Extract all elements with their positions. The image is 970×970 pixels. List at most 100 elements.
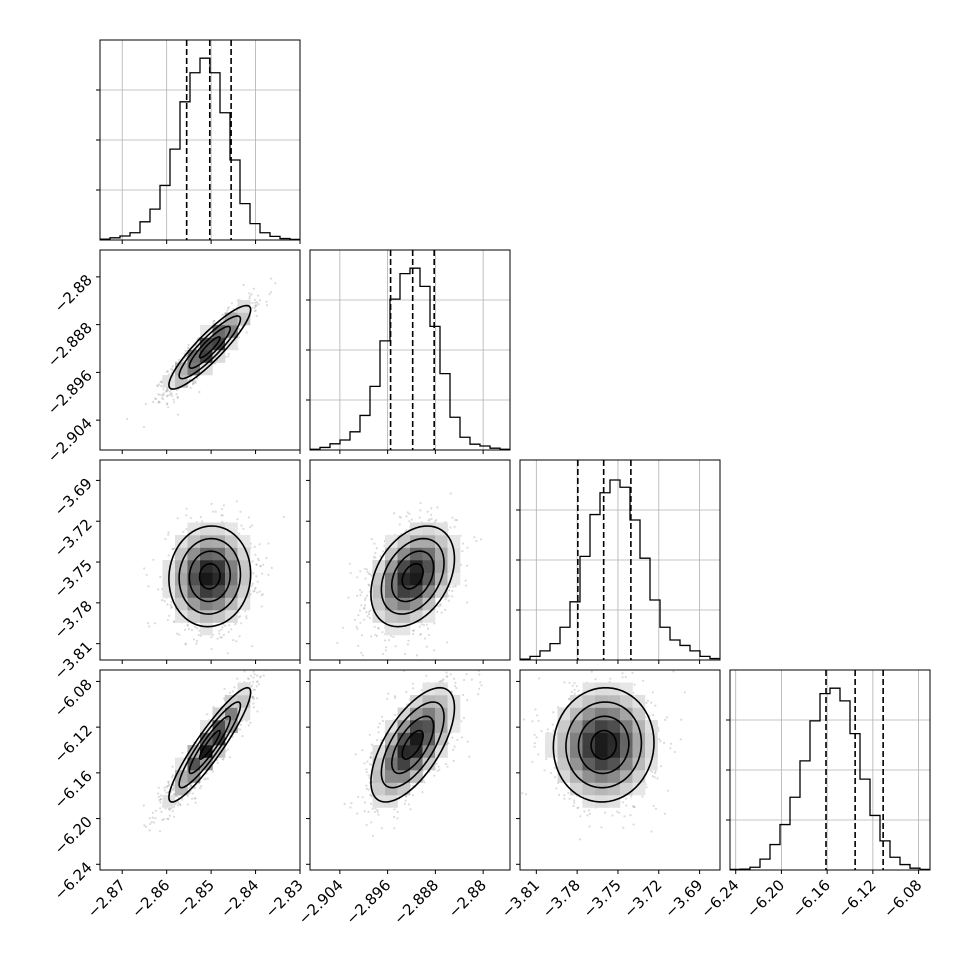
sample-point — [162, 393, 165, 397]
sample-point — [175, 388, 179, 391]
sample-point — [254, 304, 257, 307]
sample-point — [144, 825, 147, 828]
sample-point — [360, 604, 363, 607]
panel-frame — [519, 459, 721, 661]
sample-point — [366, 570, 369, 574]
sample-point — [247, 516, 251, 519]
sample-point — [256, 680, 259, 683]
sample-point — [216, 637, 219, 640]
sample-point — [369, 573, 372, 576]
sample-point — [239, 510, 242, 513]
sample-point — [231, 690, 234, 693]
sample-point — [369, 609, 372, 612]
density-cell — [385, 572, 398, 586]
sample-point — [375, 634, 379, 638]
sample-point — [221, 626, 224, 629]
sample-point — [187, 347, 190, 350]
y-tick-label: −3.69 — [51, 475, 96, 520]
sample-point — [220, 320, 223, 323]
sample-point — [198, 629, 201, 632]
sample-point — [252, 676, 255, 679]
sample-point — [167, 533, 170, 536]
sample-point — [393, 512, 396, 515]
sample-point — [197, 633, 200, 637]
sample-point — [449, 526, 452, 529]
density-cell — [397, 572, 411, 586]
sample-point — [259, 565, 262, 568]
sample-point — [158, 383, 161, 386]
sample-point — [205, 713, 208, 716]
density-cell — [435, 547, 448, 561]
density-cell — [200, 522, 213, 536]
contour-line — [188, 325, 232, 370]
sample-point — [199, 516, 202, 519]
sample-point — [178, 633, 181, 636]
sample-point — [171, 395, 174, 398]
sample-point — [461, 550, 464, 553]
sample-point — [363, 606, 366, 610]
sample-point — [444, 608, 447, 612]
sample-point — [168, 814, 171, 817]
sample-point — [192, 638, 195, 641]
sample-point — [177, 413, 180, 416]
sample-point — [398, 523, 401, 526]
sample-point — [167, 781, 170, 784]
sample-point — [259, 564, 262, 568]
density-cell — [187, 535, 201, 548]
sample-point — [245, 617, 248, 620]
sample-point — [251, 697, 254, 700]
sample-point — [437, 605, 440, 608]
sample-point — [160, 380, 163, 383]
sample-point — [265, 557, 268, 560]
sample-point — [224, 624, 227, 627]
sample-point — [430, 517, 433, 521]
sample-point — [196, 377, 199, 380]
density-cell — [187, 522, 201, 536]
sample-point — [170, 601, 173, 604]
sample-point — [274, 282, 277, 285]
sample-point — [249, 721, 252, 725]
sample-point — [365, 568, 368, 571]
sample-point — [220, 636, 223, 639]
sample-point — [408, 533, 411, 536]
sample-point — [216, 761, 219, 765]
sample-point — [419, 509, 422, 512]
sample-point — [252, 287, 255, 290]
sample-point — [154, 817, 157, 820]
sample-point — [152, 558, 155, 561]
sample-point — [253, 309, 256, 312]
sample-point — [363, 604, 366, 607]
sample-point — [252, 590, 255, 593]
sample-point — [428, 633, 431, 637]
sample-point — [268, 293, 271, 296]
sample-point — [176, 632, 179, 635]
sample-point — [214, 510, 217, 513]
sample-point — [242, 283, 245, 287]
sample-point — [249, 686, 252, 689]
sample-point — [390, 634, 393, 638]
sample-point — [166, 618, 169, 621]
sample-point — [258, 590, 261, 593]
contour-line — [178, 315, 242, 380]
density-cell — [175, 572, 188, 586]
sample-point — [235, 640, 238, 643]
sample-point — [179, 804, 182, 807]
sample-point — [260, 605, 263, 608]
sample-point — [252, 572, 255, 575]
sample-point — [159, 381, 162, 384]
sample-point — [381, 550, 385, 553]
sample-point — [256, 710, 259, 713]
sample-point — [224, 355, 227, 358]
density-cell — [237, 547, 251, 561]
sample-point — [254, 553, 257, 556]
sample-point — [388, 639, 391, 642]
density-cell — [372, 597, 386, 611]
sample-point — [191, 792, 194, 795]
sample-point — [253, 590, 256, 593]
sample-point — [156, 792, 160, 795]
sample-point — [251, 582, 254, 586]
sample-point — [370, 537, 373, 541]
sample-point — [412, 629, 415, 632]
sample-point — [232, 639, 235, 642]
y-tick-label: −3.72 — [51, 515, 96, 560]
